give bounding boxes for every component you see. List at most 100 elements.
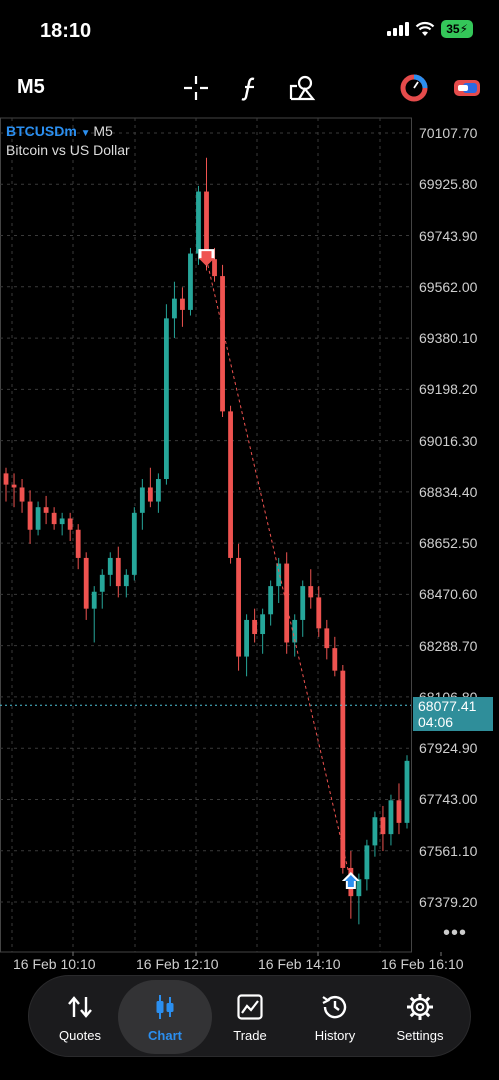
more-options-icon[interactable]: ••• [443, 922, 468, 944]
candle-body [91, 591, 97, 609]
symbol-timeframe: M5 [93, 123, 113, 139]
nav-history[interactable]: History [288, 980, 382, 1054]
trade-chart-icon [235, 992, 265, 1022]
candle-body [139, 487, 145, 513]
time-tick-label: 16 Feb 16:10 [381, 956, 464, 972]
time-tick-label: 16 Feb 10:10 [13, 956, 96, 972]
price-tick-label: 69380.10 [419, 330, 478, 347]
price-tick-label: 67743.00 [419, 791, 478, 808]
crosshair-icon[interactable] [180, 72, 212, 104]
symbol-name: BTCUSDm [6, 123, 77, 139]
candle-body [300, 586, 306, 620]
candle-body [180, 298, 185, 310]
candle-body [11, 484, 17, 488]
price-tick-label: 70107.70 [419, 125, 478, 141]
candles-icon [150, 992, 180, 1022]
candle-body [155, 479, 161, 502]
buy-arrow-icon [344, 875, 357, 888]
battery-level: 35 [446, 22, 460, 36]
chart-toolbar: M5 [0, 68, 499, 108]
nav-chart[interactable]: Chart [118, 980, 212, 1054]
candle-body [380, 817, 386, 835]
candle-body [99, 574, 105, 592]
candle-body [43, 507, 49, 513]
price-tick-label: 68288.70 [419, 637, 478, 654]
status-bar: 18:10 35⚡ [0, 0, 499, 60]
nav-chart-label: Chart [148, 1027, 182, 1043]
candle-body [292, 619, 298, 643]
wifi-icon [415, 21, 435, 36]
time-tick-label: 16 Feb 14:10 [258, 956, 341, 972]
candle-body [260, 614, 266, 635]
price-tick-label: 67379.20 [419, 894, 478, 910]
time-tick-label: 16 Feb 12:10 [136, 956, 219, 972]
candle-body [236, 557, 241, 657]
gear-icon [405, 992, 435, 1022]
candle-body [115, 557, 121, 587]
current-price-badge: 68077.41 04:06 [413, 697, 493, 731]
price-tick-label: 67561.10 [419, 842, 478, 859]
status-time: 18:10 [40, 20, 92, 42]
candle-body [59, 518, 65, 525]
candle-body [396, 800, 402, 823]
bottom-navigation: Quotes Chart Trade History [28, 975, 471, 1057]
candle-body [204, 191, 209, 260]
nav-settings[interactable]: Settings [373, 980, 467, 1054]
candle-body [268, 586, 274, 615]
price-tick-label: 67924.90 [419, 740, 478, 757]
candle-body [276, 563, 282, 587]
candle-body [123, 574, 129, 587]
price-tick-label: 69198.20 [419, 381, 478, 398]
chart-frame [0, 117, 412, 953]
chart-type-icon[interactable] [398, 72, 430, 104]
price-tick-label: 68652.50 [419, 535, 478, 552]
candle-body [19, 487, 25, 502]
candle-body [308, 586, 314, 598]
nav-settings-label: Settings [396, 1027, 444, 1043]
candle-body [316, 597, 322, 629]
nav-quotes-label: Quotes [59, 1027, 101, 1043]
candle-body [27, 501, 33, 530]
candle-body [388, 800, 394, 835]
price-tick-label: 68834.40 [419, 483, 478, 500]
candle-body [83, 557, 89, 609]
signal-icon [387, 22, 410, 36]
candle-body [3, 473, 9, 485]
objects-icon[interactable] [286, 72, 318, 104]
price-tick-label: 69016.30 [419, 432, 478, 449]
battery-charging-icon: 35⚡ [441, 20, 473, 38]
trade-connection-line [206, 259, 352, 883]
candle-body [356, 879, 362, 897]
quotes-arrows-icon [65, 992, 95, 1022]
timeframe-button[interactable]: M5 [17, 76, 45, 98]
candlestick-chart[interactable] [0, 0, 499, 980]
price-tick-label: 69743.90 [419, 227, 478, 244]
candle-body [75, 529, 81, 558]
candle-body [131, 512, 137, 575]
broker-icon[interactable] [451, 72, 483, 104]
candle-body [172, 298, 177, 319]
indicators-icon[interactable] [233, 72, 265, 104]
nav-quotes[interactable]: Quotes [33, 980, 127, 1054]
candle-body [147, 487, 153, 502]
candle-body [332, 648, 338, 671]
price-tick-label: 69925.80 [419, 176, 478, 193]
candle-body [372, 817, 378, 846]
candle-body [220, 276, 225, 412]
nav-trade[interactable]: Trade [203, 980, 297, 1054]
nav-history-label: History [314, 1027, 356, 1043]
candle-body [228, 411, 233, 558]
candle-body [340, 670, 346, 868]
candle-body [51, 512, 57, 525]
candle-countdown: 04:06 [418, 714, 454, 730]
candle-body [107, 557, 113, 575]
candle-body [364, 845, 370, 880]
candle-body [324, 628, 330, 649]
symbol-dropdown-icon: ▼ [80, 128, 94, 139]
price-tick-label: 69562.00 [419, 278, 478, 295]
candle-body [196, 191, 201, 254]
candle-body [404, 760, 410, 823]
status-icons: 35⚡ [387, 20, 473, 38]
candle-body [284, 563, 290, 643]
symbol-description: Bitcoin vs US Dollar [6, 142, 130, 158]
